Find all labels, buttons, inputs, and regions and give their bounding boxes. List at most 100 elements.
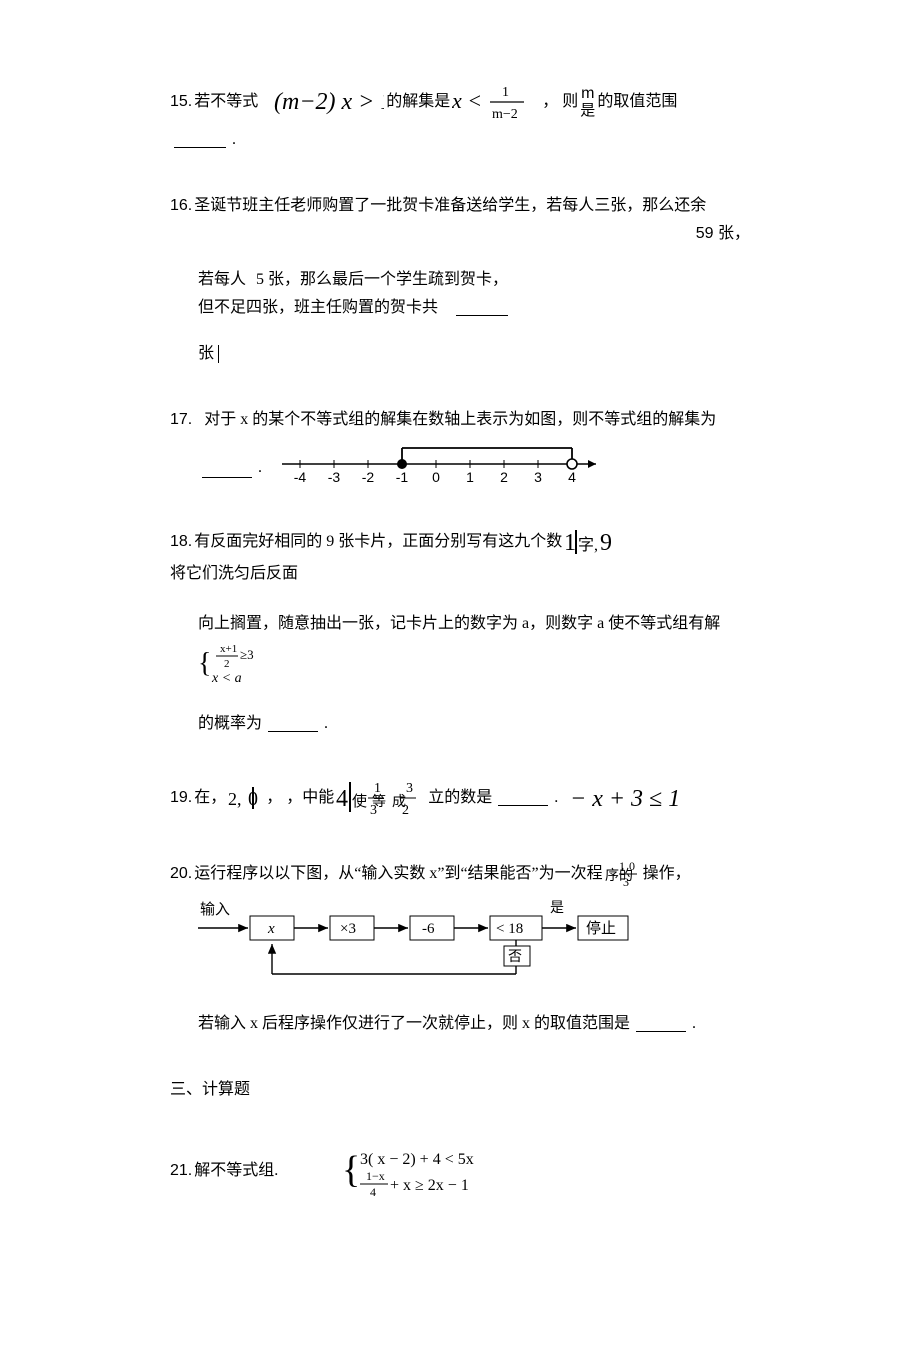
svg-text:2,: 2,: [228, 789, 242, 809]
q20-t2: 操作，: [643, 862, 691, 886]
q15-t3: ， 则: [542, 90, 578, 114]
q16-num: 16.: [170, 194, 192, 218]
q16-blank: [456, 301, 508, 316]
svg-text:否: 否: [508, 950, 522, 965]
svg-text:x < a: x < a: [211, 671, 242, 686]
q19-t2: ， ，中能: [266, 786, 334, 810]
svg-text:+ x ≥ 2x − 1: + x ≥ 2x − 1: [390, 1177, 469, 1194]
svg-text:9: 9: [600, 530, 612, 556]
svg-text:序: 序: [605, 868, 619, 884]
svg-text:成: 成: [392, 794, 406, 810]
svg-text:1: 1: [466, 469, 474, 484]
svg-text:< 18: < 18: [496, 921, 523, 937]
q16-t4: 5 张，那么最后一个学生疏到贺卡，: [256, 268, 508, 292]
q19-mid: 4 使 1 3 等 3 2 成: [336, 778, 426, 818]
svg-text:停止: 停止: [586, 920, 616, 937]
problem-15: 15. 若不等式 (m−2) x > 1 的解集是 x < 1 m−2 ， 则 …: [170, 80, 750, 152]
q20-t1: 运行程序以以下图，从“输入实数 x”到“结果能否”为一次程: [194, 862, 602, 886]
q17-t1: 对于 x 的某个不等式组的解集在数轴上表示为如图，则不等式组的解集为: [204, 408, 716, 432]
q21-num: 21.: [170, 1159, 192, 1183]
svg-text:1: 1: [374, 781, 381, 796]
svg-text:{: {: [198, 648, 211, 679]
svg-text:≥3: ≥3: [240, 647, 254, 662]
svg-text:×3: ×3: [340, 921, 356, 937]
problem-18: 18. 有反面完好相同的 9 张卡片，正面分别写有这九个数 1 字, 9 将它们…: [170, 526, 750, 736]
q15-blank: [174, 133, 226, 148]
problem-21: 21. 解不等式组. { 3( x − 2) + 4 < 5x 1−x 4 + …: [170, 1144, 750, 1198]
q20-period: .: [692, 1012, 696, 1036]
q17-blank: [202, 463, 252, 478]
svg-text:的: 的: [619, 868, 633, 884]
svg-text:3: 3: [406, 781, 413, 796]
svg-text:x+1: x+1: [220, 643, 237, 655]
svg-text:1: 1: [502, 85, 509, 100]
svg-text:2: 2: [224, 658, 230, 670]
q21-system: { 3( x − 2) + 4 < 5x 1−x 4 + x ≥ 2x − 1: [342, 1144, 542, 1198]
q15-num: 15.: [170, 90, 192, 114]
q20-t3: 若输入 x 后程序操作仅进行了一次就停止，则 x 的取值范围是: [198, 1012, 630, 1036]
q15-t1: 若不等式: [194, 90, 258, 114]
svg-text:-3: -3: [328, 469, 341, 484]
q17-num: 17.: [170, 408, 192, 432]
problem-19: 19. 在， 2, 0 ， ，中能 4 使 1 3 等: [170, 778, 750, 818]
q18-num: 18.: [170, 530, 192, 554]
svg-text:0: 0: [432, 469, 440, 484]
q16-t2: 59 张，: [696, 222, 750, 246]
svg-text:-2: -2: [362, 469, 375, 484]
svg-text:4: 4: [568, 469, 576, 484]
section-3-heading: 三、计算题: [170, 1078, 750, 1102]
q20-blank: [636, 1017, 686, 1032]
q19-t1: 在，: [194, 786, 226, 810]
q15-period: .: [232, 128, 236, 152]
svg-text:字,: 字,: [578, 536, 598, 554]
svg-text:使: 使: [352, 793, 367, 810]
svg-text:-1: -1: [396, 469, 409, 484]
svg-text:{: {: [342, 1149, 360, 1191]
svg-text:是: 是: [550, 901, 564, 916]
q17-number-line: -4 -3 -2 -1 0 1 2 3 4: [276, 440, 616, 484]
section3-text: 三、计算题: [170, 1081, 250, 1098]
q16-t3: 若每人: [198, 268, 246, 292]
svg-text:1−x: 1−x: [366, 1169, 385, 1183]
svg-text:4: 4: [370, 1185, 376, 1198]
q21-t1: 解不等式组.: [194, 1159, 278, 1183]
problem-17: 17. 对于 x 的某个不等式组的解集在数轴上表示为如图，则不等式组的解集为 .…: [170, 408, 750, 484]
svg-text:3( x − 2) + 4 < 5x: 3( x − 2) + 4 < 5x: [360, 1151, 474, 1168]
problem-20: 20. 运行程序以以下图，从“输入实数 x”到“结果能否”为一次程 序 1 0 …: [170, 860, 750, 1036]
q18-blank: [268, 717, 318, 732]
q20-num: 20.: [170, 862, 192, 886]
svg-text:等: 等: [372, 793, 386, 810]
q19-t5: 立的数是: [428, 786, 492, 810]
q19-blank: [498, 791, 548, 806]
q18-t1: 有反面完好相同的 9 张卡片，正面分别写有这九个数: [194, 530, 562, 554]
q16-t1: 圣诞节班主任老师购置了一批贺卡准备送给学生，若每人三张，那么还余: [194, 194, 706, 218]
q15-t5: 是: [580, 103, 595, 120]
q16-t6: 张: [198, 342, 214, 366]
q18-period: .: [324, 712, 328, 736]
svg-text:x <: x <: [452, 88, 482, 113]
q19-inequality: − x + 3 ≤ 1: [570, 782, 706, 814]
cursor-bar-icon: [218, 345, 219, 363]
svg-text:1: 1: [564, 530, 576, 556]
q15-expr1: (m−2) x > 1: [274, 85, 384, 119]
q19-nums: 2, 0: [228, 783, 264, 813]
q15-expr2: x < 1 m−2: [452, 80, 540, 124]
q19-num: 19.: [170, 786, 192, 810]
q18-t2: 将它们洗匀后反面: [170, 562, 298, 586]
svg-text:− x + 3 ≤ 1: − x + 3 ≤ 1: [570, 786, 680, 812]
svg-text:(m−2) x > 1: (m−2) x > 1: [274, 89, 384, 115]
svg-text:m−2: m−2: [492, 107, 518, 122]
q15-t4: 的取值范围: [597, 90, 677, 114]
flow-input-label: 输入: [200, 901, 230, 918]
svg-text:3: 3: [534, 469, 542, 484]
problem-16: 16. 圣诞节班主任老师购置了一批贺卡准备送给学生，若每人三张，那么还余 59 …: [170, 194, 750, 366]
svg-text:-6: -6: [422, 921, 435, 937]
q19-period: .: [554, 786, 558, 810]
svg-text:x: x: [267, 921, 275, 937]
q20-badge: 序 1 0 3 的: [605, 860, 641, 888]
q15-m: m: [581, 85, 594, 103]
q18-system: { x+1 2 ≥3 x < a: [198, 640, 270, 686]
q17-period: .: [258, 456, 262, 480]
svg-text:4: 4: [336, 786, 348, 812]
q18-t4: 的概率为: [198, 712, 262, 736]
